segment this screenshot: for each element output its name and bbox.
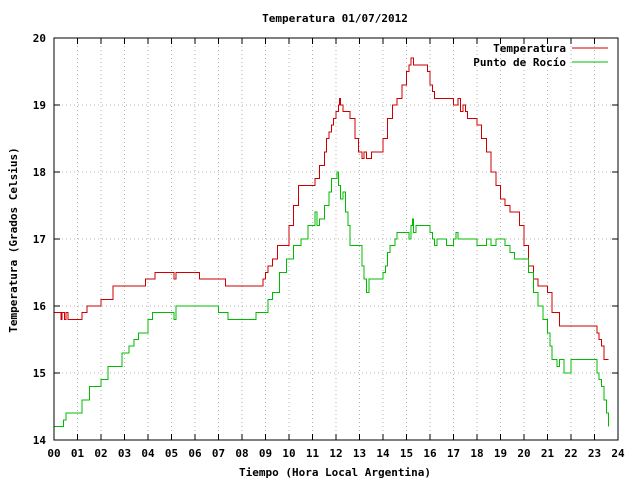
x-tick-label: 03 [118,447,131,460]
y-tick-label: 16 [33,300,47,313]
x-tick-label: 00 [47,447,60,460]
x-tick-label: 08 [235,447,248,460]
series-layer [54,57,610,428]
x-tick-label: 14 [376,447,390,460]
x-tick-label: 22 [564,447,577,460]
y-tick-label: 14 [33,434,47,447]
x-tick-label: 01 [71,447,85,460]
y-axis-title: Temperatura (Grados Celsius) [7,147,20,332]
y-tick-label: 20 [33,32,46,45]
x-tick-label: 16 [423,447,437,460]
x-tick-label: 24 [611,447,625,460]
x-tick-label: 12 [329,447,342,460]
x-tick-label: 20 [517,447,530,460]
x-tick-label: 10 [282,447,295,460]
x-tick-label: 21 [541,447,555,460]
x-tick-label: 18 [470,447,483,460]
series-temperatura-line [54,57,609,361]
y-tick-label: 19 [33,99,46,112]
legend: Temperatura Punto de Rocío [473,42,608,69]
x-tick-label: 17 [447,447,460,460]
x-tick-label: 06 [188,447,202,460]
x-tick-label: 15 [400,447,413,460]
x-tick-label: 05 [165,447,178,460]
y-tick-label: 17 [33,233,46,246]
legend-label-punto-de-rocio: Punto de Rocío [473,56,566,69]
legend-label-temperatura: Temperatura [493,42,566,55]
x-tick-label: 13 [353,447,366,460]
y-tick-label: 18 [33,166,46,179]
x-tick-label: 02 [94,447,107,460]
x-tick-label: 19 [494,447,507,460]
x-tick-label: 09 [259,447,272,460]
x-tick-label: 04 [141,447,155,460]
x-tick-label: 23 [588,447,601,460]
x-tick-label: 07 [212,447,225,460]
x-tick-label: 11 [306,447,320,460]
y-tick-label: 15 [33,367,46,380]
series-punto-de-rocio-line [54,171,610,428]
chart-title: Temperatura 01/07/2012 [262,12,408,25]
axis-ticks: 00 01 02 03 04 05 06 07 08 09 10 11 12 13 14 15 16 17 18 19… [33,32,625,460]
x-axis-title: Tiempo (Hora Local Argentina) [239,466,431,479]
